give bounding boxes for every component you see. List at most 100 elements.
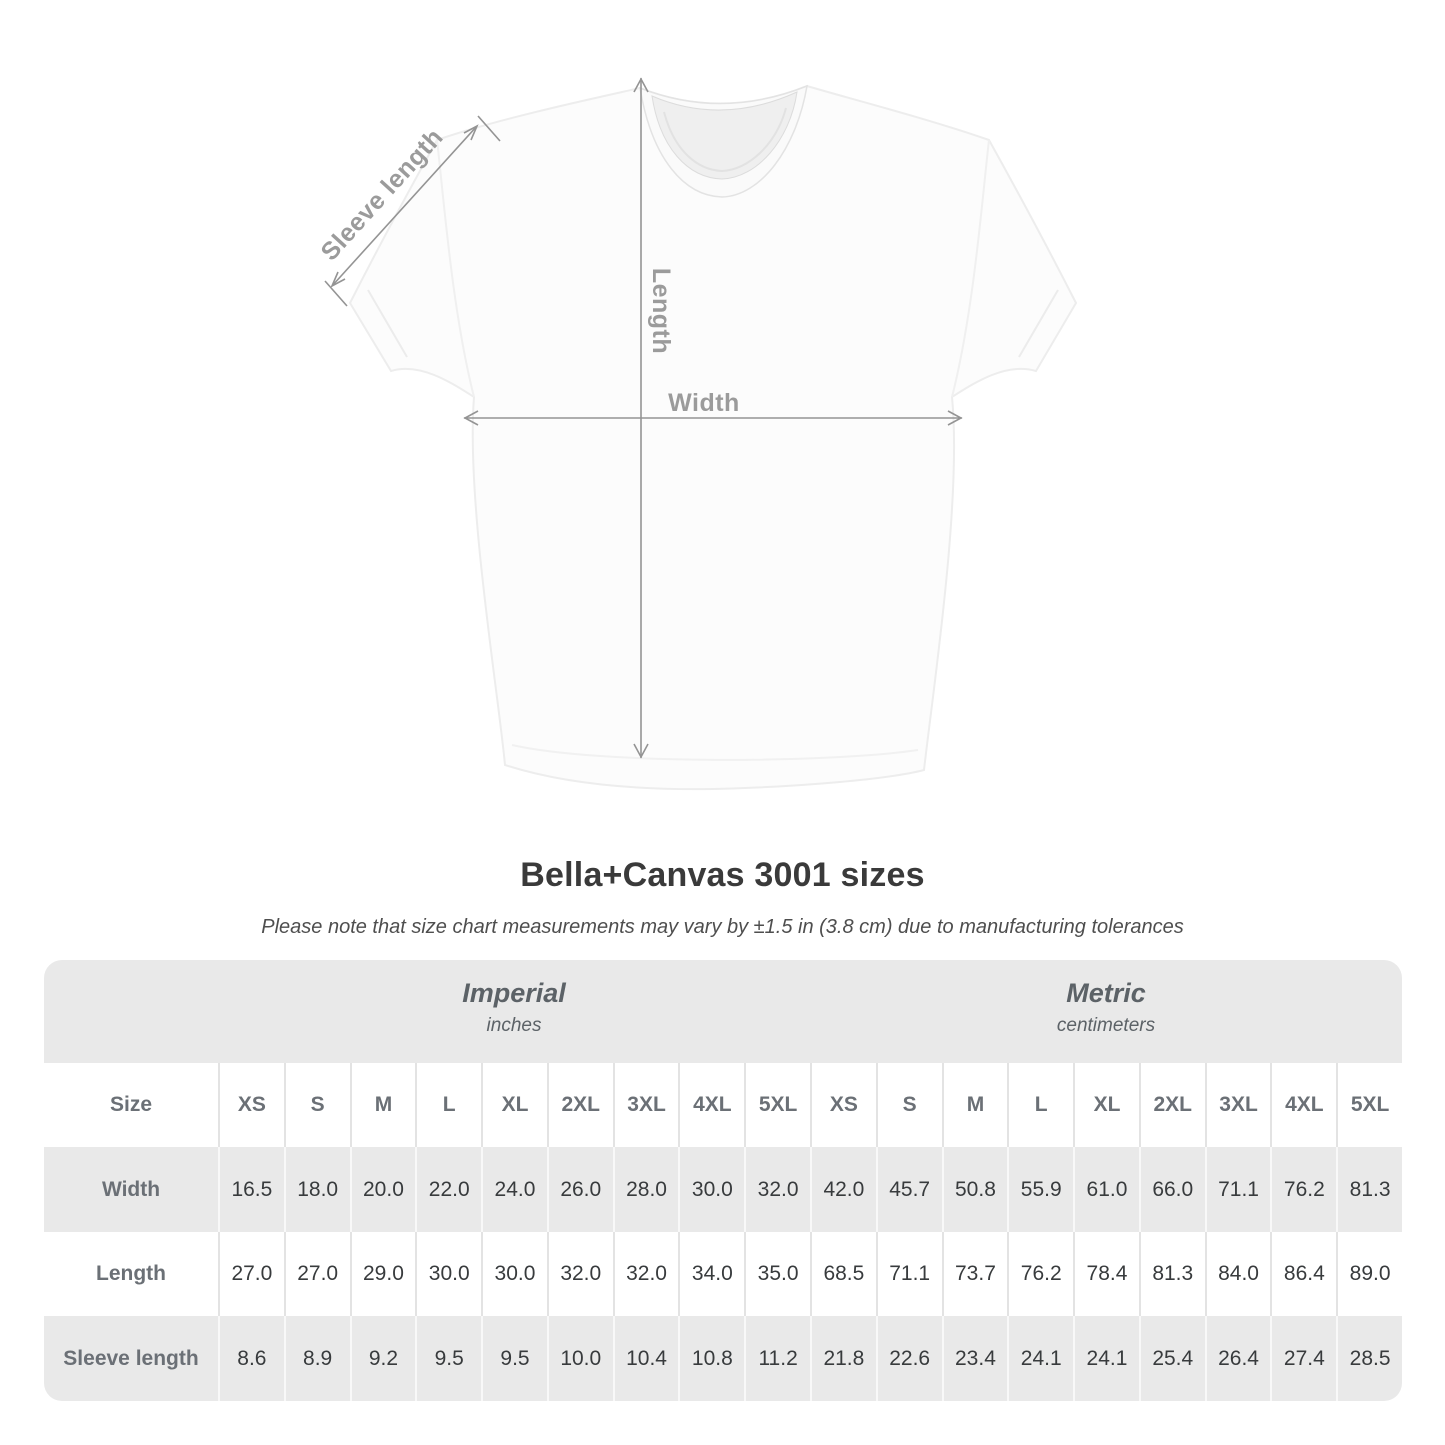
length-label: Length [647,268,675,354]
size-col-header: 3XL [1204,1063,1271,1147]
size-col-header: 5XL [744,1063,810,1147]
tolerance-note: Please note that size chart measurements… [261,916,1184,938]
size-header-row: Size XS S M L XL 2XL 3XL 4XL 5XL XS S M … [44,1063,1402,1147]
length-value: 89.0 [1336,1232,1402,1316]
length-value: 27.0 [283,1232,350,1316]
width-value: 81.3 [1336,1147,1402,1232]
length-value: 27.0 [218,1232,284,1316]
tshirt-diagram: Sleeve length Length Width [315,77,1078,791]
length-value: 78.4 [1073,1232,1139,1316]
width-value: 55.9 [1007,1147,1073,1232]
sleeve-value: 11.2 [744,1316,810,1401]
size-col-header: 2XL [546,1063,613,1147]
size-col-header: 5XL [1336,1063,1402,1147]
tshirt-body [348,84,1078,791]
sleeve-value: 26.4 [1204,1316,1271,1401]
row-label: Sleeve length [63,1346,199,1370]
sleeve-value: 23.4 [941,1316,1008,1401]
sleeve-value: 24.1 [1007,1316,1073,1401]
sleeve-length-arrow [324,115,501,307]
sleeve-value: 8.6 [218,1316,284,1401]
length-value: 35.0 [744,1232,810,1316]
width-value: 42.0 [810,1147,876,1232]
row-label: Width [101,1177,161,1201]
length-row: Length 27.0 27.0 29.0 30.0 30.0 32.0 32.… [44,1232,1402,1316]
length-value: 76.2 [1007,1232,1073,1316]
band-spacer [44,960,218,1063]
right-cuff-fold [1018,289,1059,358]
size-col-header: 2XL [1138,1063,1205,1147]
length-value: 32.0 [546,1232,613,1316]
width-value: 28.0 [612,1147,679,1232]
size-header-cell: Size [109,1093,153,1116]
metric-subtitle: centimeters [1056,1015,1156,1036]
sleeve-value: 8.9 [283,1316,350,1401]
length-value: 81.3 [1138,1232,1205,1316]
length-value: 32.0 [612,1232,679,1316]
hem-fold [511,744,919,761]
sleeve-value: 9.5 [415,1316,481,1401]
sleeve-value: 9.5 [481,1316,547,1401]
length-value: 30.0 [481,1232,547,1316]
collar-inner-shadow [663,107,787,173]
size-col-header: M [349,1063,416,1147]
width-value: 32.0 [744,1147,810,1232]
width-value: 16.5 [218,1147,284,1232]
units-header-band: Imperial inches Metric centimeters [44,960,1402,1063]
width-value: 26.0 [546,1147,613,1232]
sleeve-value: 9.2 [349,1316,416,1401]
sleeve-value: 21.8 [810,1316,876,1401]
imperial-section-header: Imperial inches [218,960,810,1063]
width-value: 22.0 [415,1147,481,1232]
width-value: 20.0 [349,1147,416,1232]
length-value: 29.0 [349,1232,416,1316]
imperial-subtitle: inches [486,1015,542,1036]
sleeve-value: 25.4 [1138,1316,1205,1401]
tshirt-illustration [348,84,1078,791]
size-col-header: 4XL [1270,1063,1336,1147]
sleeve-value: 10.0 [546,1316,613,1401]
sleeve-value: 10.4 [612,1316,679,1401]
sleeve-value: 27.4 [1270,1316,1336,1401]
size-table: Imperial inches Metric centimeters Size … [44,960,1402,1401]
width-value: 76.2 [1270,1147,1336,1232]
width-value: 61.0 [1073,1147,1139,1232]
length-value: 71.1 [875,1232,942,1316]
size-col-header: XS [810,1063,876,1147]
sleeve-length-row: Sleeve length 8.6 8.9 9.2 9.5 9.5 10.0 1… [44,1316,1402,1401]
width-value: 71.1 [1204,1147,1271,1232]
length-value: 34.0 [678,1232,744,1316]
size-col-header: S [875,1063,942,1147]
imperial-title: Imperial [462,978,566,1008]
width-value: 30.0 [678,1147,744,1232]
size-col-header: 3XL [612,1063,679,1147]
width-value: 18.0 [283,1147,350,1232]
sleeve-value: 22.6 [875,1316,942,1401]
left-cuff-fold [367,289,408,358]
size-col-header: XS [218,1063,284,1147]
width-value: 45.7 [875,1147,942,1232]
width-row: Width 16.5 18.0 20.0 22.0 24.0 26.0 28.0… [44,1147,1402,1232]
metric-section-header: Metric centimeters [810,960,1402,1063]
sleeve-value: 10.8 [678,1316,744,1401]
length-value: 86.4 [1270,1232,1336,1316]
sleeve-value: 24.1 [1073,1316,1139,1401]
length-value: 84.0 [1204,1232,1271,1316]
width-arrow [463,410,963,426]
metric-title: Metric [1066,978,1146,1008]
size-col-header: XL [1073,1063,1139,1147]
length-value: 73.7 [941,1232,1008,1316]
page-title: Bella+Canvas 3001 sizes [520,856,925,894]
size-col-header: XL [481,1063,547,1147]
length-value: 68.5 [810,1232,876,1316]
width-label: Width [668,389,740,417]
size-col-header: 4XL [678,1063,744,1147]
width-value: 50.8 [941,1147,1008,1232]
size-col-header: L [1007,1063,1073,1147]
right-sleeve-seam [951,139,990,398]
size-col-header: S [283,1063,350,1147]
sleeve-value: 28.5 [1336,1316,1402,1401]
length-value: 30.0 [415,1232,481,1316]
row-label: Length [96,1262,166,1285]
